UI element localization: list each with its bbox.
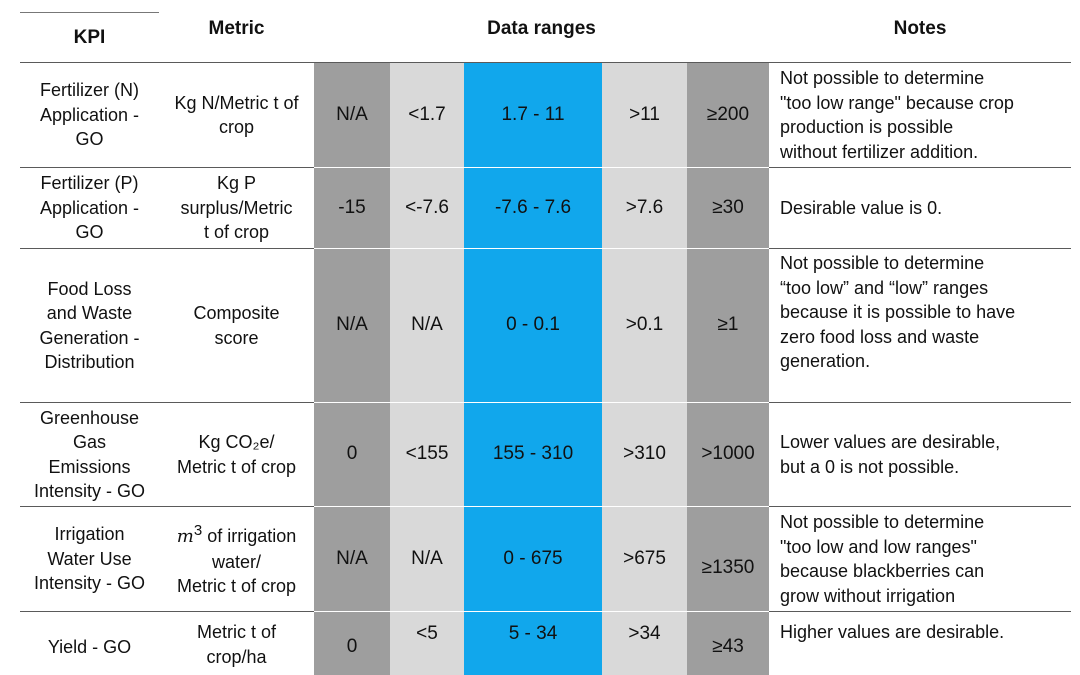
table-top-rule xyxy=(20,12,159,13)
range-too-high: ≥200 xyxy=(687,63,769,167)
range-desirable: 1.7 - 11 xyxy=(464,63,602,167)
kpi-cell: Yield - GO xyxy=(47,637,132,658)
range-desirable: -7.6 - 7.6 xyxy=(464,168,602,248)
range-too-high: ≥43 xyxy=(687,612,769,675)
row-divider xyxy=(20,167,314,168)
kpi-cell: Food Loss and Waste Generation - Distributi… xyxy=(39,278,140,373)
range-low: <-7.6 xyxy=(390,168,464,248)
metric-math-symbol: m xyxy=(176,526,194,548)
notes-cell: Not possible to determine "too low and lo… xyxy=(780,512,985,606)
header-metric: Metric xyxy=(208,18,265,39)
table-row: Fertilizer (N) Application - GO Kg N/Metri… xyxy=(20,63,1071,167)
range-too-high: >1000 xyxy=(687,403,769,506)
metric-cell: Kg CO₂e/Metric t of crop xyxy=(176,432,297,477)
range-high: >11 xyxy=(602,63,687,167)
range-desirable: 0 - 675 xyxy=(464,507,602,611)
range-too-low: 0 xyxy=(314,403,390,506)
header-divider xyxy=(20,62,1071,63)
metric-cell: Metric t of crop/ha xyxy=(196,622,276,667)
notes-cell: Lower values are desirable, but a 0 is no… xyxy=(780,432,1001,477)
row-divider xyxy=(769,402,1071,403)
row-divider xyxy=(769,506,1071,507)
notes-cell: Not possible to determine "too low range"… xyxy=(780,68,1014,162)
metric-cell: Composite score xyxy=(193,303,280,348)
row-divider xyxy=(769,248,1071,249)
range-too-high: ≥30 xyxy=(687,168,769,248)
range-desirable: 155 - 310 xyxy=(464,403,602,506)
row-divider xyxy=(20,506,314,507)
range-low: N/A xyxy=(390,507,464,611)
range-too-low: N/A xyxy=(314,249,390,402)
range-too-low: 0 xyxy=(314,612,390,675)
header-notes: Notes xyxy=(893,18,947,39)
kpi-cell: Fertilizer (N) Application - GO xyxy=(39,80,140,150)
range-low: <5 xyxy=(390,612,464,675)
kpi-cell: Fertilizer (P) Application - GO xyxy=(39,173,140,243)
range-high: >34 xyxy=(602,612,687,675)
table-row: Yield - GO Metric t of crop/ha 0 <5 5 - 3… xyxy=(20,612,1071,675)
range-desirable: 0 - 0.1 xyxy=(464,249,602,402)
range-too-low: N/A xyxy=(314,63,390,167)
metric-superscript: 3 xyxy=(193,522,203,540)
range-low: <1.7 xyxy=(390,63,464,167)
notes-cell: Not possible to determine “too low” and “… xyxy=(780,253,1016,371)
range-too-high: ≥1350 xyxy=(687,507,769,611)
header-kpi: KPI xyxy=(73,27,106,48)
range-too-low: -15 xyxy=(314,168,390,248)
notes-cell: Higher values are desirable. xyxy=(780,622,1005,642)
range-desirable: 5 - 34 xyxy=(464,612,602,675)
range-high: >675 xyxy=(602,507,687,611)
row-divider xyxy=(20,248,314,249)
row-divider xyxy=(769,611,1071,612)
range-low: N/A xyxy=(390,249,464,402)
table-row: Food Loss and Waste Generation - Distributi… xyxy=(20,249,1071,402)
notes-cell: Desirable value is 0. xyxy=(780,197,943,218)
table-row: Greenhouse Gas Emissions Intensity - GO Kg … xyxy=(20,403,1071,506)
range-high: >7.6 xyxy=(602,168,687,248)
kpi-cell: Greenhouse Gas Emissions Intensity - GO xyxy=(33,407,146,502)
row-divider xyxy=(769,167,1071,168)
metric-cell: Kg N/Metric t of crop xyxy=(174,92,299,138)
range-high: >0.1 xyxy=(602,249,687,402)
range-low: <155 xyxy=(390,403,464,506)
table-row: Irrigation Water Use Intensity - GO m3 of … xyxy=(20,507,1071,611)
kpi-cell: Irrigation Water Use Intensity - GO xyxy=(33,524,146,594)
range-too-low: N/A xyxy=(314,507,390,611)
row-divider xyxy=(20,402,314,403)
metric-cell: m3 of irrigation water/Metric t of crop xyxy=(176,522,297,597)
row-divider xyxy=(20,611,314,612)
range-high: >310 xyxy=(602,403,687,506)
range-too-high: ≥1 xyxy=(687,249,769,402)
header-data-ranges: Data ranges xyxy=(487,18,596,39)
